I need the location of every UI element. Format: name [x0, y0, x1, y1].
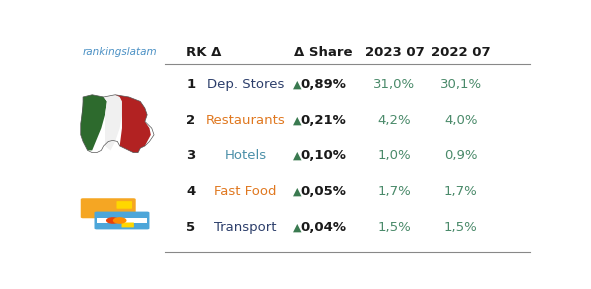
Text: 1,5%: 1,5% — [378, 221, 411, 234]
FancyBboxPatch shape — [95, 212, 150, 229]
Text: 2022 07: 2022 07 — [431, 46, 491, 59]
Text: RK Δ: RK Δ — [186, 46, 222, 59]
Circle shape — [113, 217, 126, 224]
Text: rankingslatam: rankingslatam — [83, 47, 158, 58]
Polygon shape — [81, 95, 107, 150]
Text: 31,0%: 31,0% — [374, 78, 415, 91]
Text: 1,5%: 1,5% — [444, 221, 478, 234]
Text: Hotels: Hotels — [225, 149, 267, 162]
Text: 1: 1 — [186, 78, 195, 91]
Polygon shape — [115, 95, 151, 153]
Text: ▲: ▲ — [293, 151, 301, 161]
Text: 0,9%: 0,9% — [444, 149, 478, 162]
Text: 2023 07: 2023 07 — [365, 46, 424, 59]
Text: 5: 5 — [186, 221, 195, 234]
Polygon shape — [103, 95, 122, 150]
Text: ▲: ▲ — [293, 80, 301, 90]
Text: 30,1%: 30,1% — [440, 78, 482, 91]
Text: Fast Food: Fast Food — [215, 185, 277, 198]
Text: ▲: ▲ — [293, 187, 301, 197]
FancyBboxPatch shape — [116, 201, 132, 209]
Text: Δ Share: Δ Share — [294, 46, 353, 59]
Text: 4: 4 — [186, 185, 195, 198]
Text: 1,7%: 1,7% — [378, 185, 411, 198]
Text: 0,05%: 0,05% — [301, 185, 346, 198]
Text: 3: 3 — [186, 149, 195, 162]
Text: 4,2%: 4,2% — [378, 114, 411, 127]
FancyBboxPatch shape — [81, 198, 136, 218]
Text: Dep. Stores: Dep. Stores — [207, 78, 284, 91]
Text: ▲: ▲ — [293, 222, 301, 232]
Text: ▲: ▲ — [293, 115, 301, 125]
FancyBboxPatch shape — [122, 223, 134, 227]
Text: Transport: Transport — [215, 221, 277, 234]
Text: 0,89%: 0,89% — [301, 78, 346, 91]
Text: 1,0%: 1,0% — [378, 149, 411, 162]
Text: Restaurants: Restaurants — [206, 114, 285, 127]
Text: 0,21%: 0,21% — [301, 114, 346, 127]
Circle shape — [106, 217, 120, 224]
Text: 4,0%: 4,0% — [444, 114, 478, 127]
Bar — [97, 218, 147, 223]
Text: 1,7%: 1,7% — [444, 185, 478, 198]
Text: 2: 2 — [186, 114, 195, 127]
Text: 0,04%: 0,04% — [300, 221, 346, 234]
Text: 0,10%: 0,10% — [301, 149, 346, 162]
